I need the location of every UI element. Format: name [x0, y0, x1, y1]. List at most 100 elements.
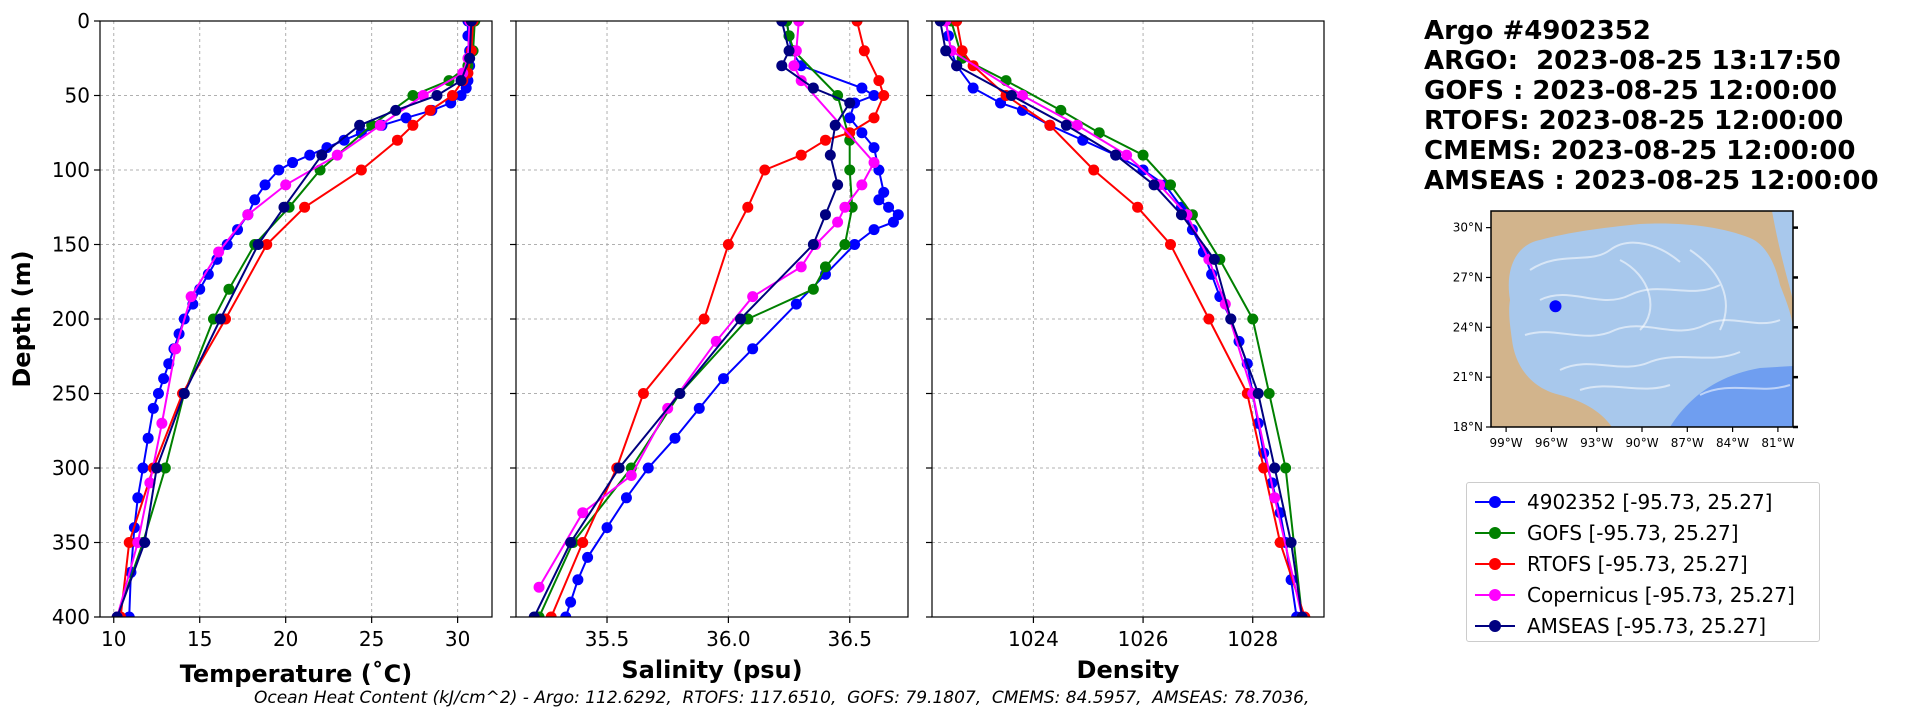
- series-point: [156, 417, 168, 429]
- series-point: [354, 119, 366, 131]
- series-point: [868, 112, 880, 124]
- series-point: [795, 261, 807, 273]
- y-tick-label: 400: [52, 605, 90, 629]
- series-line: [550, 21, 885, 617]
- series-point: [170, 343, 182, 355]
- series-point: [152, 388, 164, 399]
- series-point: [223, 283, 235, 295]
- y-tick-label: 350: [52, 531, 90, 555]
- series-point: [407, 119, 419, 131]
- series-point: [856, 82, 868, 94]
- series-point: [887, 216, 899, 228]
- series-point: [577, 507, 589, 519]
- series-point: [366, 119, 378, 131]
- series-point: [528, 611, 540, 617]
- temperature-xlabel: Temperature (˚C): [180, 660, 413, 688]
- map-lat-label: 27°N: [1453, 270, 1483, 284]
- series-point: [795, 149, 807, 161]
- x-tick-label: 36.0: [706, 627, 751, 651]
- series-point: [331, 149, 343, 161]
- series-point: [1132, 201, 1144, 213]
- ocean-heat-content-footer: Ocean Heat Content (kJ/cm^2) - Argo: 112…: [254, 688, 1310, 708]
- series-point: [355, 164, 367, 176]
- series-point: [790, 298, 802, 310]
- series-point: [878, 90, 890, 101]
- depth-ylabel: Depth (m): [8, 250, 36, 387]
- salinity-profiles: [528, 21, 904, 617]
- series-point: [1269, 492, 1281, 504]
- series-point: [159, 462, 171, 474]
- series-point: [560, 611, 572, 617]
- series-point: [868, 142, 880, 154]
- map-lon-label: 84°W: [1716, 436, 1749, 450]
- series-point: [844, 112, 856, 124]
- series-point: [137, 462, 149, 474]
- series-point: [934, 21, 946, 27]
- series-point: [278, 201, 290, 213]
- series-point: [142, 432, 154, 444]
- y-tick-label: 50: [65, 84, 90, 108]
- map-lat-label: 24°N: [1453, 320, 1483, 334]
- title-cmems-time: CMEMS: 2023-08-25 12:00:00: [1424, 136, 1856, 166]
- series-point: [259, 179, 271, 191]
- legend-swatch: [1475, 616, 1515, 636]
- series-point: [1280, 462, 1292, 474]
- x-tick-label: 1024: [1008, 627, 1059, 651]
- series-point: [1093, 127, 1105, 139]
- x-tick-label: 15: [187, 627, 212, 651]
- series-point: [718, 373, 730, 385]
- series-point: [417, 90, 429, 101]
- series-point: [213, 246, 225, 258]
- series-point: [868, 90, 880, 101]
- series-point: [1225, 313, 1237, 325]
- title-argo-time: ARGO: 2023-08-25 13:17:50: [1424, 46, 1841, 76]
- x-tick-label: 1026: [1118, 627, 1169, 651]
- legend-label: GOFS [-95.73, 25.27]: [1527, 521, 1739, 545]
- legend-swatch: [1475, 585, 1515, 605]
- series-point: [851, 21, 863, 27]
- series-point: [261, 239, 273, 250]
- map-lon-label: 81°W: [1761, 436, 1794, 450]
- series-point: [883, 201, 895, 213]
- series-point: [601, 522, 613, 534]
- series-point: [1088, 164, 1100, 176]
- series-point: [1269, 462, 1281, 474]
- y-tick-label: 250: [52, 382, 90, 406]
- map-lon-label: 87°W: [1671, 436, 1704, 450]
- series-point: [158, 373, 170, 385]
- series-point: [533, 581, 545, 593]
- map-lat-label: 18°N: [1453, 420, 1483, 434]
- series-point: [1285, 537, 1297, 548]
- series-point: [956, 45, 968, 57]
- x-tick-label: 20: [273, 627, 298, 651]
- series-point: [582, 551, 594, 563]
- series-point: [455, 75, 467, 87]
- series-point: [280, 179, 292, 191]
- series-point: [783, 45, 795, 57]
- series-point: [844, 127, 856, 139]
- series-point: [249, 194, 261, 206]
- series-point: [431, 90, 443, 101]
- series-point: [545, 611, 557, 617]
- series-point: [747, 343, 759, 355]
- salinity-ticks: 35.5 36.0 36.5: [510, 20, 872, 651]
- series-point: [1247, 313, 1259, 325]
- series-point: [858, 45, 870, 57]
- series-point: [151, 462, 163, 474]
- series-point: [178, 388, 190, 399]
- series-line: [939, 21, 1304, 617]
- series-point: [793, 21, 805, 27]
- density-profiles: [934, 21, 1311, 617]
- series-point: [221, 239, 233, 250]
- series-point: [776, 21, 788, 27]
- series-point: [1071, 119, 1083, 131]
- series-line: [538, 21, 876, 588]
- x-tick-label: 10: [101, 627, 126, 651]
- series-point: [1060, 119, 1072, 131]
- series-point: [123, 611, 135, 617]
- series-point: [819, 209, 831, 221]
- series-point: [1203, 313, 1215, 325]
- series-point: [123, 537, 135, 548]
- series-point: [1055, 104, 1067, 116]
- series-point: [1164, 179, 1176, 191]
